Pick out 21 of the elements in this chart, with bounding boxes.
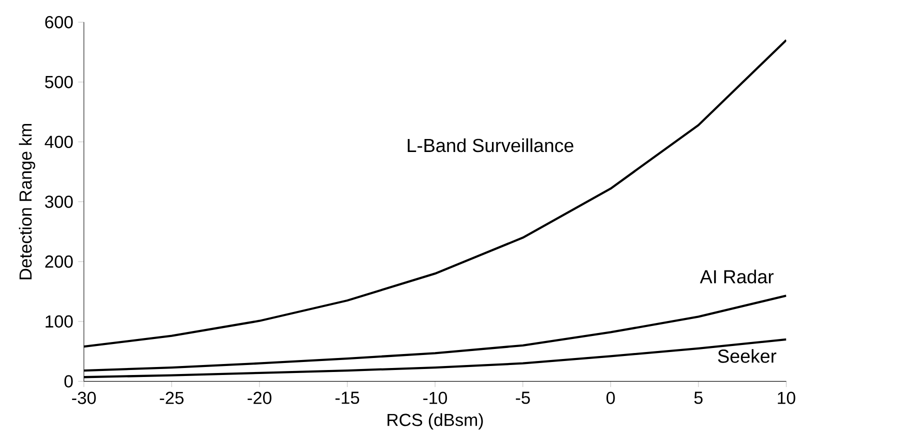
x-axis-title: RCS (dBsm) bbox=[388, 413, 483, 430]
x-tick-label: -5 bbox=[516, 392, 530, 404]
text: L-Band Surveillance bbox=[408, 138, 574, 152]
y-tick-label: 500 bbox=[45, 76, 73, 88]
series-label: Seeker bbox=[718, 349, 776, 363]
x-tick-label: 10 bbox=[778, 392, 796, 404]
series-label: AI Radar bbox=[700, 270, 774, 284]
x-tick-label: -20 bbox=[248, 392, 272, 404]
x-tick-label: -30 bbox=[72, 392, 96, 404]
y-tick-label: 0 bbox=[64, 375, 73, 388]
x-tick-label: -15 bbox=[335, 392, 360, 404]
y-tick-label: 600 bbox=[45, 16, 73, 28]
x-tick-label: 0 bbox=[606, 392, 615, 404]
x-tick-label: -10 bbox=[423, 392, 447, 404]
y-tick-label: 200 bbox=[45, 255, 73, 268]
x-tick-label: 5 bbox=[694, 392, 703, 404]
y-tick-label: 400 bbox=[44, 136, 73, 148]
y-tick-label: 100 bbox=[46, 315, 73, 328]
x-tick-label: -25 bbox=[160, 392, 184, 404]
y-tick-label: 300 bbox=[45, 196, 73, 208]
y-axis-title: Detection Range km bbox=[18, 124, 36, 280]
